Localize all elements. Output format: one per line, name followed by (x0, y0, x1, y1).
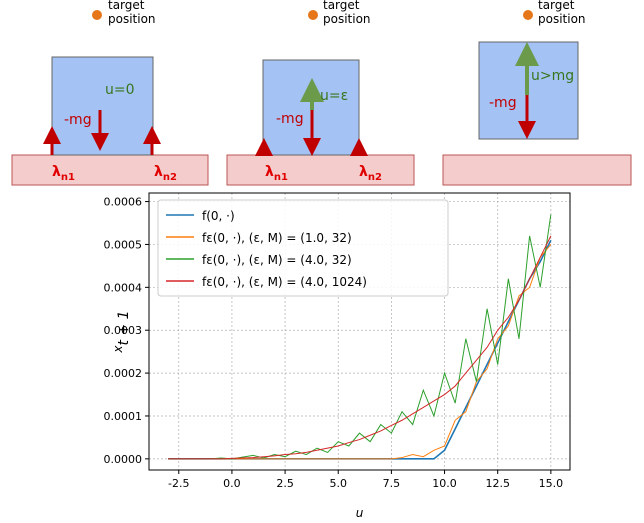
target-label: target (108, 0, 145, 12)
plot-frame (148, 192, 571, 471)
target-dot (92, 10, 102, 20)
contact-label: λn1 (265, 164, 288, 183)
y-tick-label: 0.0003 (104, 324, 143, 337)
contact-label: λn2 (359, 164, 382, 183)
box (51, 56, 154, 156)
x-tick-label: -2.5 (168, 477, 189, 490)
series-line (168, 235, 552, 460)
x-tick-label: 2.5 (276, 477, 294, 490)
target-label: target (323, 0, 360, 12)
x-tick-label: 15.0 (539, 477, 564, 490)
x-tick-label: 12.5 (485, 477, 510, 490)
legend-label: f(0, ·) (202, 209, 235, 223)
x-tick-label: 0.0 (223, 477, 241, 490)
u-label: u=0 (105, 82, 135, 98)
target-label: position (323, 12, 371, 26)
y-tick-label: 0.0000 (104, 453, 143, 466)
chart: 0.00000.00010.00020.00030.00040.00050.00… (104, 192, 571, 520)
legend: f(0, ·) fε(0, ·), (ε, M) = (1.0, 32) fε(0,… (157, 199, 449, 297)
y-tick-label: 0.0006 (104, 196, 143, 209)
y-tick-label: 0.0001 (104, 410, 143, 423)
contact-label: λn2 (154, 164, 177, 183)
panel-2: target position u=ε -mg λn1 λn2 (226, 0, 415, 186)
x-tick-label: 10.0 (432, 477, 457, 490)
legend-label: fε(0, ·), (ε, M) = (4.0, 1024) (202, 275, 367, 289)
contact-label: λn1 (52, 164, 75, 183)
ground (11, 154, 209, 186)
y-axis-label: xt + 1 (111, 310, 132, 353)
y-tick-label: 0.0005 (104, 238, 143, 251)
y-axis-label-sub: t + 1 (116, 310, 132, 345)
target-dot (308, 10, 318, 20)
u-label: u=ε (320, 88, 348, 104)
y-tick-label: 0.0002 (104, 367, 143, 380)
panel-3: target position u>mg -mg (442, 0, 632, 186)
weight-label: -mg (64, 112, 92, 128)
weight-label: -mg (489, 95, 517, 111)
target-label: position (538, 12, 586, 26)
target-dot (523, 10, 533, 20)
target-label: position (108, 12, 156, 26)
x-tick-label: 5.0 (329, 477, 347, 490)
x-axis-label: u (356, 506, 364, 520)
weight-label: -mg (276, 111, 304, 127)
y-tick-label: 0.0004 (104, 281, 143, 294)
u-label: u>mg (531, 68, 574, 84)
x-tick-label: 7.5 (383, 477, 401, 490)
ground (442, 154, 632, 186)
legend-box (157, 199, 449, 297)
panel-1: target position u=0 -mg λn1 λn2 (11, 0, 209, 186)
legend-label: fε(0, ·), (ε, M) = (1.0, 32) (202, 231, 352, 245)
legend-label: fε(0, ·), (ε, M) = (4.0, 32) (202, 253, 352, 267)
y-axis-label-base: x (111, 345, 125, 354)
ground (226, 154, 415, 186)
target-label: target (538, 0, 575, 12)
